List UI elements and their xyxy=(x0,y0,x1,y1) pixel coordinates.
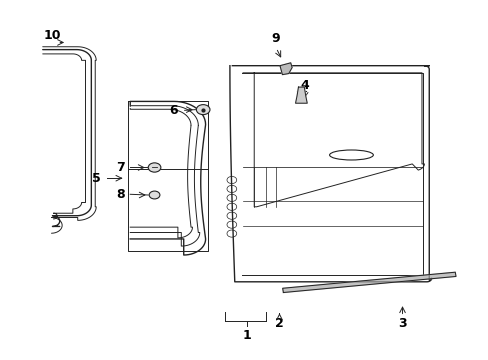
Text: 5: 5 xyxy=(92,172,101,185)
Text: 1: 1 xyxy=(242,329,251,342)
Polygon shape xyxy=(295,87,306,103)
Text: 2: 2 xyxy=(275,317,284,330)
Circle shape xyxy=(196,105,209,114)
Text: 10: 10 xyxy=(43,29,61,42)
Text: 8: 8 xyxy=(116,188,124,201)
Circle shape xyxy=(149,191,160,199)
Polygon shape xyxy=(282,272,455,293)
Text: 4: 4 xyxy=(300,79,309,92)
Text: 6: 6 xyxy=(169,104,178,117)
Circle shape xyxy=(148,163,161,172)
Text: 3: 3 xyxy=(397,317,406,330)
Text: 9: 9 xyxy=(271,32,280,45)
Text: 7: 7 xyxy=(116,161,124,174)
Polygon shape xyxy=(280,63,291,75)
